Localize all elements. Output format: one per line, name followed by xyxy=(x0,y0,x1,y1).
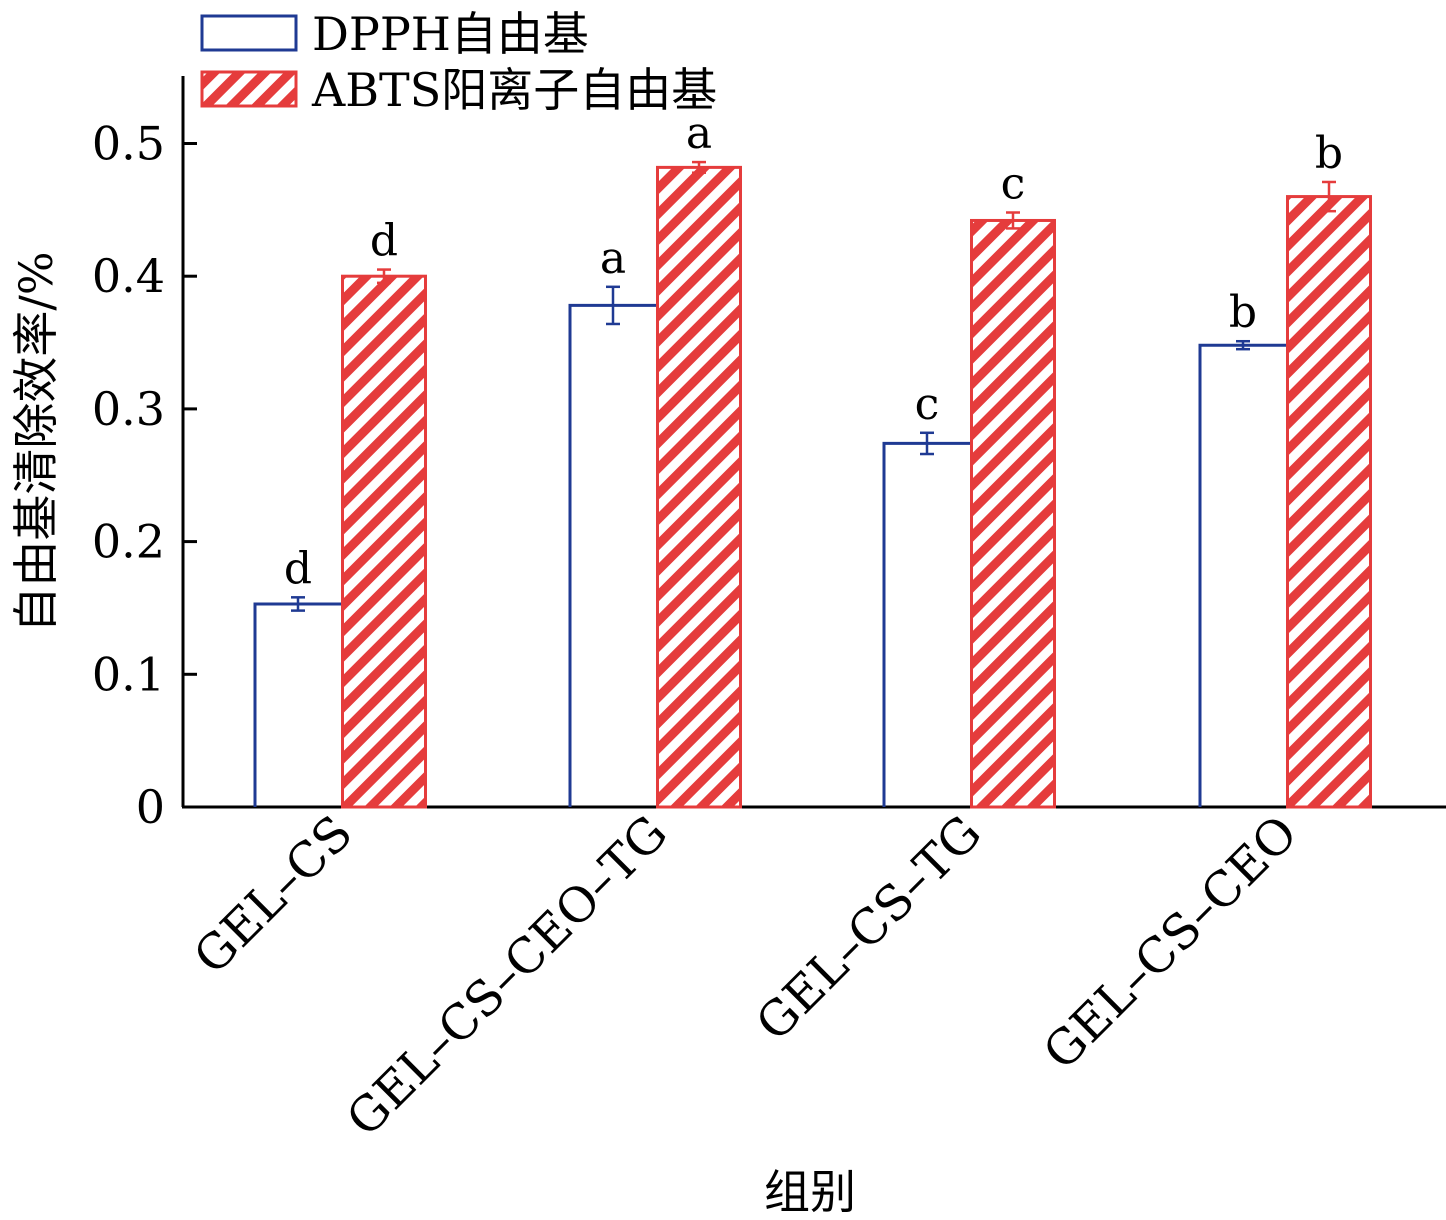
x-tick-label: GEL–CS–TG xyxy=(746,805,993,1052)
significance-label: d xyxy=(370,216,398,267)
significance-label: a xyxy=(600,233,626,284)
bar-dpph xyxy=(1198,343,1286,807)
y-axis-title: 自由基清除效率/% xyxy=(9,251,63,632)
x-tick-label: GEL–CS–CEO–TG xyxy=(336,805,678,1147)
legend-swatch-dpph xyxy=(200,14,298,52)
y-tick-label: 0.1 xyxy=(92,647,165,701)
axes: 0 0.1 0.2 0.3 0.4 0.5 自由基清除效率/% 组别 xyxy=(9,76,1446,1219)
legend-label-abts: ABTS阳离子自由基 xyxy=(311,63,717,117)
bar-abts xyxy=(656,165,742,809)
y-tick-label: 0.3 xyxy=(92,382,165,436)
bar-dpph xyxy=(882,441,970,807)
bar-dpph xyxy=(568,303,656,807)
significance-label: b xyxy=(1229,287,1257,338)
y-tick-label: 0.2 xyxy=(92,515,165,569)
y-tick-label: 0.4 xyxy=(92,249,165,303)
x-tick-label: GEL–CS–CEO xyxy=(1033,805,1309,1081)
significance-label: d xyxy=(284,543,312,594)
bar-abts xyxy=(341,274,427,809)
legend-swatch-abts xyxy=(200,70,298,108)
significance-label: c xyxy=(915,379,940,430)
bars xyxy=(253,160,1372,809)
significance-label: c xyxy=(1001,159,1026,210)
bar-dpph xyxy=(253,602,341,807)
bar-abts xyxy=(970,218,1056,809)
y-tick-label: 0 xyxy=(136,780,165,834)
y-tick-label: 0.5 xyxy=(92,117,165,171)
bar-abts xyxy=(1286,195,1372,809)
x-tick-label: GEL–CS xyxy=(183,805,363,985)
x-axis-title: 组别 xyxy=(764,1165,856,1219)
legend-label-dpph: DPPH自由基 xyxy=(312,7,589,61)
significance-label: b xyxy=(1315,128,1343,179)
significance-label: a xyxy=(686,108,712,159)
